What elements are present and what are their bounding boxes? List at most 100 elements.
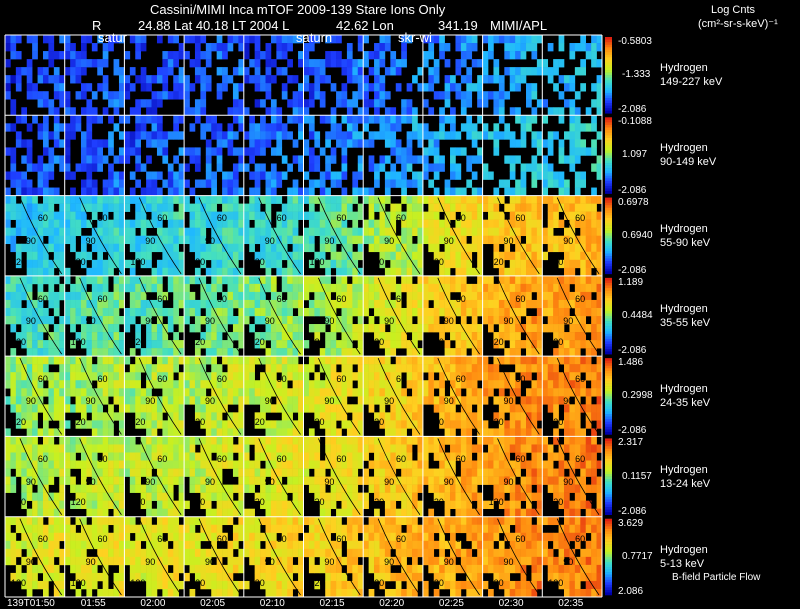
image-panel — [422, 275, 483, 357]
colorbar-segment — [605, 528, 612, 532]
colorbar-segment — [605, 343, 612, 347]
bfield-arc — [497, 518, 540, 596]
angle-label: 60 — [575, 373, 586, 384]
colorbar-segment — [605, 474, 612, 477]
angle-label: 120 — [488, 336, 504, 347]
colorbar-segment — [605, 152, 612, 156]
angle-label: 120 — [548, 417, 564, 428]
image-panel — [422, 516, 483, 598]
angle-label: 60 — [455, 454, 466, 465]
bfield-arc — [318, 518, 361, 596]
colorbar-segment — [605, 147, 612, 151]
angle-label: 60 — [157, 454, 168, 465]
bfield-arc — [556, 197, 600, 275]
colorbar-segment — [605, 398, 612, 402]
colorbar-segment — [605, 183, 612, 187]
angle-label: 90 — [25, 476, 36, 487]
colorbar-segment — [605, 142, 612, 146]
colorbar-segment — [605, 429, 612, 433]
angle-label: 60 — [396, 293, 407, 304]
colorbar-segment — [605, 202, 612, 206]
image-panel — [243, 115, 304, 196]
colorbar-segment — [605, 471, 612, 475]
colorbar-segment — [605, 70, 612, 73]
colorbar-segment — [605, 119, 612, 123]
colorbar-segment — [605, 250, 612, 254]
image-panel — [482, 516, 543, 598]
colorbar-segment — [605, 150, 612, 154]
colorbar-segment — [605, 280, 612, 284]
colorbar-segment — [605, 137, 612, 141]
colorbar-segment — [605, 256, 612, 259]
colorbar-segment — [605, 233, 612, 237]
colorbar-segment — [605, 124, 612, 128]
angle-label: 60 — [276, 454, 287, 465]
r-label: R — [92, 18, 102, 33]
species-label: Hydrogen — [660, 142, 708, 155]
colorbar-segment — [605, 518, 612, 522]
image-panel — [243, 516, 304, 598]
image-panel — [482, 115, 543, 196]
bfield-arc — [556, 357, 600, 435]
colorbar-segment — [605, 293, 612, 296]
value-readout: 341.19 — [438, 18, 478, 33]
image-panel — [422, 356, 483, 437]
angle-label: 60 — [216, 213, 227, 224]
colorbar-segment — [605, 533, 612, 537]
angle-label: 60 — [455, 293, 466, 304]
colorbar-segment — [605, 333, 612, 337]
angle-label: 60 — [515, 213, 526, 224]
image-panel — [184, 436, 245, 518]
colorbar-segment — [605, 75, 612, 78]
colorbar-segment — [605, 589, 612, 593]
colorbar-max-label: -0.1088 — [618, 116, 652, 128]
colorbar-segment — [605, 536, 612, 540]
colorbar-segment — [605, 200, 612, 203]
image-panel — [184, 195, 245, 277]
bfield-arc — [258, 518, 301, 596]
colorbar-segment — [605, 582, 612, 586]
bfield-arc — [138, 357, 182, 435]
image-panel — [542, 115, 603, 196]
bfield-arc — [377, 518, 421, 596]
bfield-arc — [198, 438, 242, 515]
image-panel — [363, 356, 424, 437]
units-label: (cm²-sr-s-keV)⁻¹ — [698, 18, 778, 30]
angle-label: 60 — [37, 293, 48, 304]
colorbar-segment — [605, 431, 612, 435]
angle-label: 60 — [336, 213, 347, 224]
angle-label: 90 — [264, 556, 275, 567]
angle-label: 60 — [336, 373, 347, 384]
angle-label: 90 — [503, 396, 514, 407]
image-panel — [303, 195, 364, 277]
colorbar-segment — [605, 163, 612, 166]
angle-label: 120 — [309, 577, 325, 588]
angle-label: 60 — [157, 213, 168, 224]
bfield-arc — [79, 277, 122, 355]
bfield-arc — [79, 357, 122, 435]
colorbar-segment — [605, 502, 612, 505]
angle-label: 60 — [396, 213, 407, 224]
colorbar-segment — [605, 328, 612, 332]
grid-overlay — [4, 34, 603, 598]
image-panel — [64, 115, 125, 196]
angle-label: 60 — [97, 373, 108, 384]
colorbar-segment — [605, 44, 612, 48]
colorbar-segment — [605, 419, 612, 423]
colorbar-segment — [605, 551, 612, 555]
image-panel — [64, 356, 125, 437]
angle-label: 120 — [249, 497, 265, 508]
colorbar-mid-label: 0.1157 — [622, 470, 652, 482]
colorbar-segment — [605, 561, 612, 565]
lon-readout: 42.62 Lon — [336, 18, 394, 33]
colorbar-segment — [605, 59, 612, 63]
colorbar-segment — [605, 421, 612, 425]
colorbar-segment — [605, 440, 612, 444]
angle-label: 120 — [249, 256, 265, 267]
bfield-arc — [198, 518, 242, 596]
colorbar-segment — [605, 577, 612, 581]
angle-label: 120 — [428, 417, 444, 428]
angle-label: 120 — [10, 497, 26, 508]
angle-label: 120 — [130, 256, 146, 267]
saturn-marker-1: satur — [98, 30, 127, 45]
